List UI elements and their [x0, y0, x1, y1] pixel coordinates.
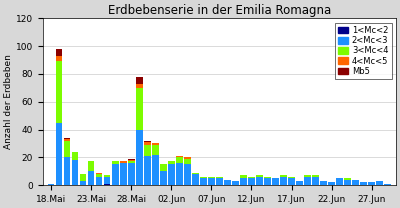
Bar: [280, 177, 287, 185]
Bar: [304, 175, 311, 177]
Bar: [64, 138, 70, 139]
Bar: [152, 144, 159, 145]
Bar: [72, 160, 78, 185]
Bar: [160, 164, 167, 171]
Bar: [104, 177, 110, 184]
Bar: [344, 180, 351, 185]
Bar: [232, 181, 239, 185]
Bar: [184, 159, 191, 164]
Bar: [200, 178, 207, 185]
Bar: [280, 175, 287, 177]
Bar: [360, 182, 367, 185]
Bar: [144, 145, 150, 156]
Bar: [352, 180, 359, 185]
Bar: [288, 177, 295, 178]
Bar: [192, 173, 199, 174]
Bar: [192, 174, 199, 185]
Bar: [128, 161, 134, 163]
Bar: [80, 174, 86, 181]
Bar: [184, 164, 191, 185]
Y-axis label: Anzahl der Erdbeben: Anzahl der Erdbeben: [4, 54, 13, 149]
Bar: [320, 181, 327, 185]
Bar: [256, 175, 263, 177]
Legend: 1<Mc<2, 2<Mc<3, 3<Mc<4, 4<Mc<5, Mb5: 1<Mc<2, 2<Mc<3, 3<Mc<4, 4<Mc<5, Mb5: [335, 22, 392, 79]
Bar: [112, 161, 118, 164]
Bar: [56, 123, 62, 185]
Bar: [368, 182, 375, 185]
Bar: [208, 177, 215, 178]
Bar: [136, 84, 142, 88]
Bar: [72, 152, 78, 160]
Bar: [96, 174, 102, 177]
Bar: [168, 161, 175, 164]
Bar: [136, 77, 142, 84]
Bar: [376, 181, 383, 185]
Bar: [216, 177, 223, 178]
Bar: [136, 88, 142, 130]
Bar: [152, 145, 159, 155]
Bar: [248, 177, 255, 178]
Bar: [288, 178, 295, 185]
Bar: [56, 49, 62, 56]
Bar: [64, 157, 70, 185]
Bar: [120, 163, 126, 185]
Bar: [88, 171, 94, 185]
Bar: [136, 130, 142, 185]
Bar: [264, 178, 271, 185]
Bar: [184, 157, 191, 159]
Bar: [344, 178, 351, 180]
Bar: [208, 178, 215, 185]
Bar: [104, 175, 110, 177]
Bar: [160, 171, 167, 185]
Title: Erdbebenserie in der Emilia Romagna: Erdbebenserie in der Emilia Romagna: [108, 4, 331, 17]
Bar: [224, 180, 231, 185]
Bar: [272, 178, 279, 185]
Bar: [176, 156, 183, 157]
Bar: [312, 177, 319, 185]
Bar: [328, 182, 335, 185]
Bar: [168, 164, 175, 185]
Bar: [56, 56, 62, 61]
Bar: [304, 177, 311, 185]
Bar: [144, 142, 150, 145]
Bar: [120, 161, 126, 163]
Bar: [88, 161, 94, 171]
Bar: [256, 177, 263, 185]
Bar: [96, 177, 102, 185]
Bar: [112, 164, 118, 185]
Bar: [64, 141, 70, 157]
Bar: [144, 141, 150, 142]
Bar: [240, 175, 247, 178]
Bar: [128, 160, 134, 161]
Bar: [80, 181, 86, 185]
Bar: [296, 181, 303, 185]
Bar: [176, 157, 183, 163]
Bar: [104, 184, 110, 185]
Bar: [200, 177, 207, 178]
Bar: [96, 173, 102, 174]
Bar: [176, 163, 183, 185]
Bar: [152, 155, 159, 185]
Bar: [216, 178, 223, 185]
Bar: [144, 156, 150, 185]
Bar: [312, 175, 319, 177]
Bar: [64, 139, 70, 141]
Bar: [264, 177, 271, 178]
Bar: [336, 178, 343, 185]
Bar: [248, 178, 255, 185]
Bar: [56, 61, 62, 123]
Bar: [48, 184, 54, 185]
Bar: [128, 163, 134, 185]
Bar: [128, 159, 134, 160]
Bar: [384, 184, 391, 185]
Bar: [240, 178, 247, 185]
